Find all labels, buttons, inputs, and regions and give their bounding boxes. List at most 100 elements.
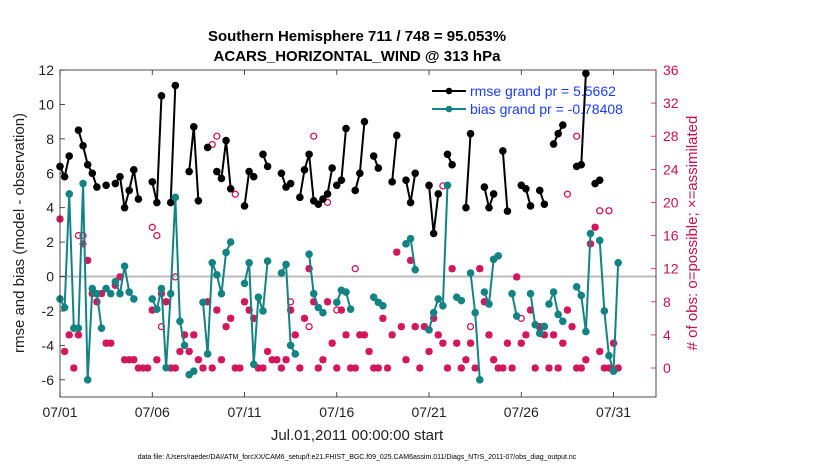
bias-point [65,190,74,198]
obs-assimilated-marker [277,364,286,372]
obs-assimilated-stroke [531,364,539,372]
obs-assimilated-marker [374,364,382,372]
bias-point [545,300,553,308]
obs-assimilated-marker [199,364,207,372]
bias-point [314,303,323,312]
obs-assimilated-marker [582,356,590,364]
obs-assimilated-marker [107,339,115,347]
bias-line [575,233,592,332]
obs-assimilated-stroke [264,348,271,355]
obs-assimilated-stroke [425,348,433,355]
obs-assimilated-marker [379,314,387,322]
obs-possible-marker [573,132,581,140]
rmse-point [554,129,563,138]
obs-assimilated-stroke [402,356,410,364]
rmse-point [374,164,383,172]
obs-assimilated-stroke [365,348,373,355]
obs-assimilated-stroke [259,364,267,372]
rmse-point [277,169,286,178]
bias-point [586,229,595,238]
rmse-point [185,167,193,176]
y-right-tick-label: 28 [663,128,679,144]
chart-title: Southern Hemisphere 711 / 748 = 95.053% [208,28,506,45]
rmse-point [360,117,369,126]
rmse-point [540,200,549,209]
obs-possible-marker [305,322,313,331]
x-tick-label: 07/11 [228,404,262,420]
obs-assimilated-marker [259,364,267,372]
y-right-tick-label: 8 [663,294,671,310]
obs-assimilated-marker [337,306,345,314]
rmse-point [296,193,304,202]
rmse-point [351,186,360,195]
rmse-point [249,172,258,181]
rmse-point [305,150,313,159]
legend: rmse grand pr = 5.5662 bias grand pr = -0… [432,83,623,117]
bias-point [305,250,313,258]
rmse-point [489,190,498,198]
obs-assimilated-marker [596,347,604,356]
bias-point [176,317,184,326]
bias-point [79,179,87,188]
obs-assimilated-marker [453,339,461,347]
obs-assimilated-stroke [559,339,567,347]
y-right-tick-label: 16 [663,228,679,244]
bias-point [125,288,133,296]
obs-assimilated-marker [549,331,558,339]
obs-assimilated-stroke [578,364,585,372]
rmse-point [429,229,438,238]
rmse-point [286,179,295,188]
obs-assimilated-stroke [379,315,387,322]
rmse-point [434,190,443,198]
bias-point [346,305,355,314]
rmse-point [102,181,110,190]
obs-possible-marker [466,322,475,331]
bias-point [203,350,212,358]
bias-point [457,296,466,305]
obs-assimilated-marker [61,347,69,356]
obs-assimilated-marker [300,314,309,322]
rmse-point [559,121,567,129]
rmse-point [535,186,544,195]
obs-assimilated-marker [434,331,442,339]
obs-possible-marker [213,132,221,140]
obs-assimilated-stroke [476,265,484,272]
obs-assimilated-stroke [564,306,571,314]
obs-assimilated-stroke [453,339,460,347]
rmse-point [402,176,410,184]
rmse-point [499,147,507,155]
obs-assimilated-marker [236,364,244,372]
obs-assimilated-marker [208,364,216,372]
bias-point [111,277,120,286]
y-axis-right-label: # of obs: o=possible; ×=assimilated [684,116,701,351]
rmse-point [111,179,120,188]
bias-point [130,295,138,303]
footnote: data file: /Users/raeder/DAI/ATM_forcXX/… [138,454,577,461]
obs-assimilated-marker [388,331,396,339]
ticks-group: 07/01 07/06 07/11 07/16 07/21 07/26 07/31 -6 -4 -… [38,62,678,420]
rmse-point [466,129,475,138]
series-group [56,69,622,384]
rmse-point [388,178,396,186]
obs-assimilated-stroke [227,315,234,322]
obs-assimilated-marker [213,306,221,314]
obs-assimilated-marker [65,331,73,339]
obs-assimilated-stroke [398,323,405,330]
x-tick-label: 07/31 [596,404,631,420]
obs-assimilated-marker [531,364,539,372]
bias-point [429,308,438,317]
obs-assimilated-stroke [435,331,442,339]
rmse-point [148,178,157,186]
rmse-point [443,150,452,159]
obs-assimilated-stroke [278,364,285,372]
y-tick-label: 2 [46,234,54,250]
rmse-point [462,203,470,212]
bias-point [74,324,83,332]
obs-assimilated-marker [194,356,202,364]
y-tick-label: 10 [38,96,54,112]
bias-point [319,308,327,317]
y-tick-label: 4 [46,200,54,216]
obs-assimilated-marker [605,364,613,372]
rmse-point [217,174,226,183]
rmse-point [356,169,364,178]
